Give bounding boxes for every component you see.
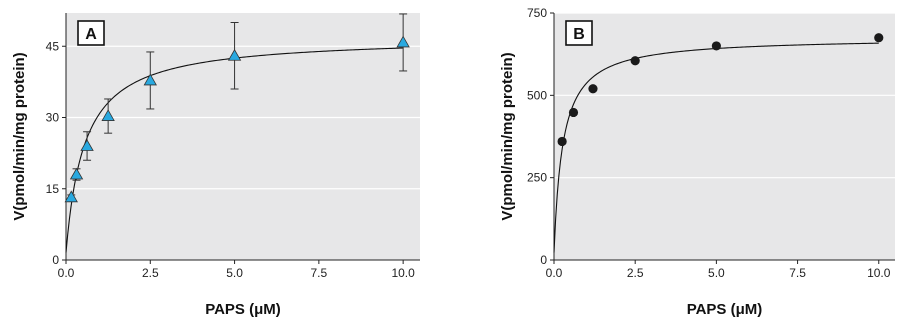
data-point	[557, 136, 567, 147]
chart-panel-a: 0 15 30 45 0.0 2.5 5.0 7.5 10.0 A PAPS (μM) V(pmol/…	[11, 13, 420, 318]
data-point	[711, 41, 721, 51]
x-tick-label: 2.5	[627, 266, 644, 280]
data-point	[80, 139, 94, 151]
data-point	[874, 33, 884, 43]
y-tick-label: 500	[527, 88, 547, 102]
data-point	[568, 107, 579, 118]
y-tick-label: 0	[52, 253, 59, 267]
x-tick-label: 10.0	[867, 266, 891, 280]
panel-label: B	[573, 26, 585, 43]
plot-background	[66, 13, 420, 260]
data-point	[143, 73, 157, 86]
x-tick-label: 0.0	[58, 266, 75, 280]
data-point	[101, 109, 115, 121]
y-tick-label: 45	[46, 39, 60, 53]
data-point	[227, 48, 242, 61]
chart-panel-b: 0 250 500 750 0.0 2.5 5.0 7.5 10.0 B PAPS (μM) V(pm…	[499, 6, 895, 318]
x-tick-label: 10.0	[391, 266, 415, 280]
panel-label: A	[85, 26, 97, 43]
plot-background	[554, 13, 895, 260]
panel-label-box	[565, 20, 593, 46]
data-point	[630, 56, 640, 66]
data-point	[69, 167, 84, 180]
x-tick-label: 2.5	[142, 266, 159, 280]
y-axis-title: V(pmol/min/mg protein)	[499, 52, 516, 220]
x-tick-label: 7.5	[311, 266, 328, 280]
data-point	[64, 190, 78, 203]
data-point	[588, 84, 598, 94]
x-tick-label: 7.5	[789, 266, 806, 280]
x-tick-label: 5.0	[226, 266, 243, 280]
y-tick-label: 15	[46, 182, 60, 196]
x-tick-label: 5.0	[708, 266, 725, 280]
x-tick-label: 0.0	[546, 266, 563, 280]
x-axis-title: PAPS (μM)	[205, 301, 281, 318]
data-point	[396, 35, 410, 48]
y-tick-label: 250	[527, 171, 547, 185]
y-tick-label: 30	[46, 111, 60, 125]
y-axis-title: V(pmol/min/mg protein)	[11, 52, 28, 220]
x-axis-title: PAPS (μM)	[687, 301, 763, 318]
y-tick-label: 0	[540, 253, 547, 267]
y-tick-label: 750	[527, 6, 547, 20]
panel-label-box	[77, 20, 105, 46]
